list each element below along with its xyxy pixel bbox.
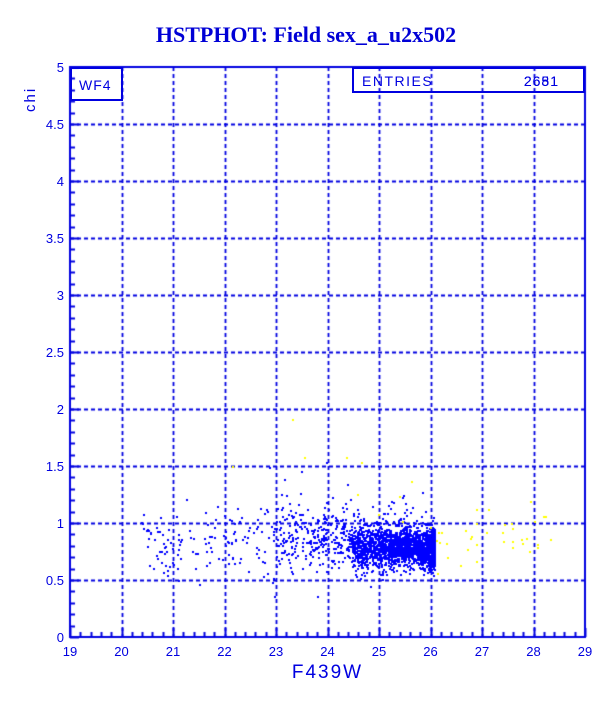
detector-label: WF4 bbox=[79, 77, 112, 93]
y-tick-label: 0 bbox=[56, 630, 64, 645]
x-tick-label: 27 bbox=[474, 644, 490, 659]
y-tick-label: 4.5 bbox=[45, 117, 64, 132]
x-axis-label: F439W bbox=[291, 662, 364, 683]
x-tick-label: 19 bbox=[62, 644, 78, 659]
x-tick-label: 24 bbox=[320, 644, 335, 659]
y-axis-label: chi bbox=[22, 86, 39, 112]
x-tick-label: 23 bbox=[268, 644, 284, 659]
entries-label: ENTRIES bbox=[362, 73, 434, 89]
y-tick-label: 2.5 bbox=[45, 345, 64, 360]
x-tick-label: 21 bbox=[165, 644, 181, 659]
y-tick-label: 3.5 bbox=[45, 231, 64, 246]
y-tick-label: 5 bbox=[56, 60, 64, 75]
x-tick-label: 20 bbox=[114, 644, 129, 659]
y-tick-label: 1.5 bbox=[45, 459, 64, 474]
x-tick-label: 28 bbox=[526, 644, 541, 659]
y-tick-label: 1 bbox=[56, 516, 64, 531]
entries-value-2: 2681 bbox=[523, 73, 559, 89]
x-tick-label: 25 bbox=[371, 644, 387, 659]
x-tick-label: 29 bbox=[577, 644, 593, 659]
entries-stat-box: ENTRIES 2651 2681 bbox=[352, 67, 585, 93]
entries-value-1: 2651 bbox=[523, 73, 559, 89]
y-tick-label: 2 bbox=[56, 402, 64, 417]
detector-label-box: WF4 bbox=[70, 67, 123, 101]
y-tick-label: 0.5 bbox=[45, 573, 64, 588]
page-title: HSTPHOT: Field sex_a_u2x502 bbox=[155, 22, 457, 47]
y-tick-label: 4 bbox=[56, 174, 64, 189]
x-tick-label: 22 bbox=[217, 644, 232, 659]
x-tick-label: 26 bbox=[423, 644, 438, 659]
y-tick-label: 3 bbox=[56, 288, 64, 303]
